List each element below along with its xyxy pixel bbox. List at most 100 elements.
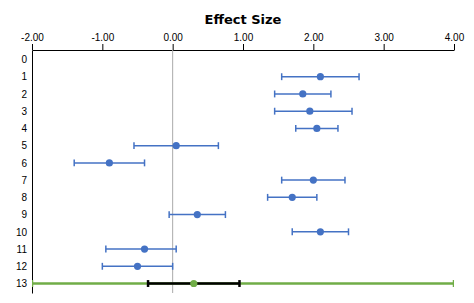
error-bar: [296, 125, 338, 132]
x-tick: 1.00: [234, 32, 254, 50]
x-tick-label: 4.00: [445, 32, 465, 43]
y-tick: 5: [21, 140, 27, 151]
x-tick-label: 1.00: [234, 32, 254, 43]
ci-cap-low: [291, 228, 293, 235]
y-tick-label: 10: [16, 227, 28, 238]
point: [190, 280, 197, 287]
y-tick: 3: [21, 106, 27, 117]
x-tick-label: 2.00: [304, 32, 324, 43]
reference-line: [172, 50, 173, 293]
x-axis-line: [33, 50, 455, 51]
ci-cap-low: [73, 159, 75, 166]
error-bar: [148, 280, 239, 287]
error-bar: [292, 228, 348, 235]
y-tick: 8: [21, 192, 27, 203]
ci-cap-low: [274, 108, 276, 115]
y-tick-label: 3: [21, 106, 27, 117]
ci-cap-high: [316, 194, 318, 201]
ci-cap-high: [344, 177, 346, 184]
ci-cap-low: [102, 263, 104, 270]
point: [317, 73, 324, 80]
ci-cap-low: [274, 91, 276, 98]
y-tick: 4: [21, 123, 27, 134]
plot-area: [32, 50, 454, 293]
ci-cap-high: [337, 125, 339, 132]
error-bar: [282, 73, 359, 80]
y-tick: 13: [16, 278, 28, 289]
x-tick: -1.00: [91, 32, 114, 50]
y-tick-label: 7: [21, 175, 27, 186]
ci-cap-low: [105, 246, 107, 253]
x-tick-mark: [243, 44, 244, 50]
y-tick: 12: [16, 261, 28, 272]
ci-cap-high: [172, 263, 174, 270]
y-tick-label: 0: [21, 54, 27, 65]
ci-cap-high: [175, 246, 177, 253]
title: Effect Size: [205, 12, 282, 27]
error-bar: [134, 142, 218, 149]
error-bar: [275, 108, 352, 115]
point: [194, 211, 201, 218]
ci-cap-low: [267, 194, 269, 201]
ci-cap-low: [133, 142, 135, 149]
point: [141, 245, 148, 252]
x-tick: 2.00: [304, 32, 324, 50]
ci-cap-high: [225, 211, 227, 218]
ci-cap-high: [144, 159, 146, 166]
point: [299, 90, 306, 97]
x-tick: 3.00: [374, 32, 394, 50]
ci-cap-high: [358, 73, 360, 80]
x-tick: 4.00: [445, 32, 465, 50]
x-tick-label: -1.00: [91, 32, 114, 43]
ci-cap-high: [453, 280, 454, 287]
y-tick-label: 4: [21, 123, 27, 134]
x-tick-mark: [32, 44, 33, 50]
point: [306, 108, 313, 115]
error-bar: [169, 211, 225, 218]
x-axis: -2.00 -1.00 0.00 1.00 2.00 3.00 4.00: [21, 32, 465, 51]
ci-cap-low: [295, 125, 297, 132]
error-bar: [275, 91, 331, 98]
ci-cap-low: [281, 177, 283, 184]
y-tick-label: 8: [21, 192, 27, 203]
y-tick-label: 6: [21, 158, 27, 169]
point: [310, 177, 317, 184]
chart: -2.00-1.000.001.002.003.004.000123456789…: [0, 0, 474, 303]
error-bar: [106, 246, 176, 253]
x-tick: 0.00: [163, 32, 183, 50]
y-tick-label: 11: [17, 244, 28, 255]
y-tick-label: 12: [16, 261, 28, 272]
error-bar: [102, 263, 172, 270]
point: [289, 194, 296, 201]
y-tick-label: 9: [21, 209, 27, 220]
x-tick-mark: [102, 44, 103, 50]
y-tick-label: 2: [21, 89, 27, 100]
y-tick: 6: [21, 158, 27, 169]
ci-cap-high: [218, 142, 220, 149]
y-tick: 7: [21, 175, 27, 186]
ci-line: [32, 282, 454, 285]
y-tick-label: 1: [21, 71, 27, 82]
ci-cap-high: [330, 91, 332, 98]
ci-cap-high: [348, 228, 350, 235]
x-tick-mark: [313, 44, 314, 50]
point: [317, 228, 324, 235]
ci-cap-low: [32, 280, 33, 287]
y-tick: 0: [21, 54, 27, 65]
error-bar: [74, 159, 144, 166]
error-bar: [268, 194, 317, 201]
ci-cap-low: [147, 280, 150, 287]
x-tick-mark: [173, 44, 174, 50]
ci-cap-low: [281, 73, 283, 80]
y-tick: 10: [16, 227, 28, 238]
x-tick-mark: [454, 44, 455, 50]
point: [313, 125, 320, 132]
ci-cap-low: [168, 211, 170, 218]
x-tick-label: -2.00: [21, 32, 44, 43]
error-bar: [32, 280, 454, 287]
x-tick-label: 3.00: [374, 32, 394, 43]
ci-cap-high: [351, 108, 353, 115]
x-tick-mark: [384, 44, 385, 50]
y-axis-line: [32, 51, 33, 294]
point: [173, 142, 180, 149]
